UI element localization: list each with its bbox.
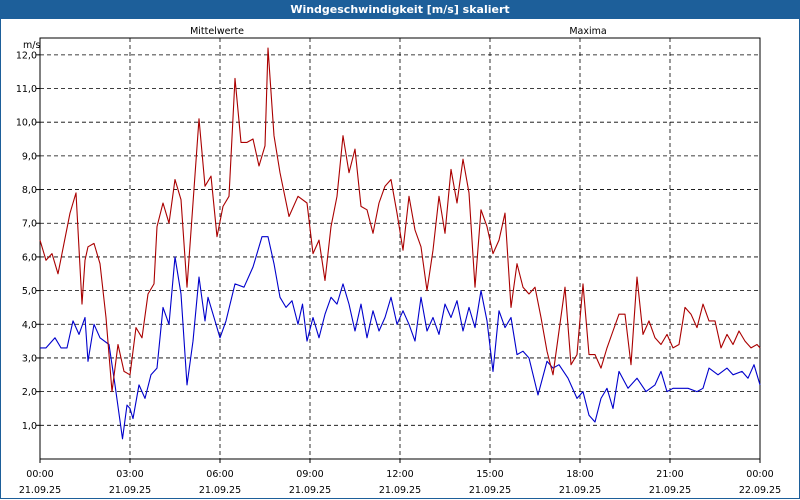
x-tick-date: 21.09.25 bbox=[469, 485, 511, 496]
y-tick-labels: 1,0 2,0 3,0 4,0 5,0 6,0 7,0 8,0 9,0 10,0 11,0 12,0 bbox=[16, 50, 37, 431]
x-tick-date: 22.09.25 bbox=[739, 485, 781, 496]
x-tick-date: 21.09.25 bbox=[289, 485, 331, 496]
legend-maxima: Maxima bbox=[569, 26, 606, 37]
grid-lines bbox=[40, 38, 760, 459]
series-lines bbox=[39, 47, 761, 440]
x-tick-time: 09:00 bbox=[296, 469, 323, 480]
y-tick-label: 4,0 bbox=[22, 320, 37, 331]
x-tick-time: 00:00 bbox=[26, 469, 53, 480]
legend-mittelwerte: Mittelwerte bbox=[190, 26, 244, 37]
y-tick-label: 3,0 bbox=[22, 353, 37, 364]
x-tick-date: 21.09.25 bbox=[109, 485, 151, 496]
x-tick-time: 00:00 bbox=[746, 469, 773, 480]
plot-border bbox=[39, 37, 761, 460]
y-tick-label: 12,0 bbox=[16, 50, 37, 61]
x-tick-date: 21.09.25 bbox=[379, 485, 421, 496]
y-tick-label: 7,0 bbox=[22, 219, 37, 230]
x-tick-time: 06:00 bbox=[206, 469, 233, 480]
y-tick-label: 2,0 bbox=[22, 387, 37, 398]
x-tick-date: 21.09.25 bbox=[559, 485, 601, 496]
series-line-mittelwerte bbox=[40, 236, 761, 440]
y-tick-label: 1,0 bbox=[22, 421, 37, 432]
x-tick-time: 18:00 bbox=[566, 469, 593, 480]
y-axis-label: m/s bbox=[23, 40, 40, 51]
x-tick-date: 21.09.25 bbox=[649, 485, 691, 496]
x-tick-time: 15:00 bbox=[476, 469, 503, 480]
x-tick-time: 12:00 bbox=[386, 469, 413, 480]
x-tick-time: 21:00 bbox=[656, 469, 683, 480]
y-tick-label: 11,0 bbox=[16, 84, 37, 95]
y-tick-label: 5,0 bbox=[22, 286, 37, 297]
y-tick-label: 8,0 bbox=[22, 185, 37, 196]
x-tick-date: 21.09.25 bbox=[19, 485, 61, 496]
y-tick-label: 9,0 bbox=[22, 151, 37, 162]
chart-title: Windgeschwindigkeit [m/s] skaliert bbox=[0, 0, 800, 19]
series-line-maxima bbox=[39, 47, 761, 393]
y-tick-label: 6,0 bbox=[22, 252, 37, 263]
x-tick-date: 21.09.25 bbox=[199, 485, 241, 496]
x-tick-labels: 00:00 21.09.25 03:00 21.09.25 06:00 21.09.25 0… bbox=[19, 469, 781, 496]
axes bbox=[36, 37, 761, 463]
y-tick-label: 10,0 bbox=[16, 118, 37, 129]
x-tick-time: 03:00 bbox=[116, 469, 143, 480]
